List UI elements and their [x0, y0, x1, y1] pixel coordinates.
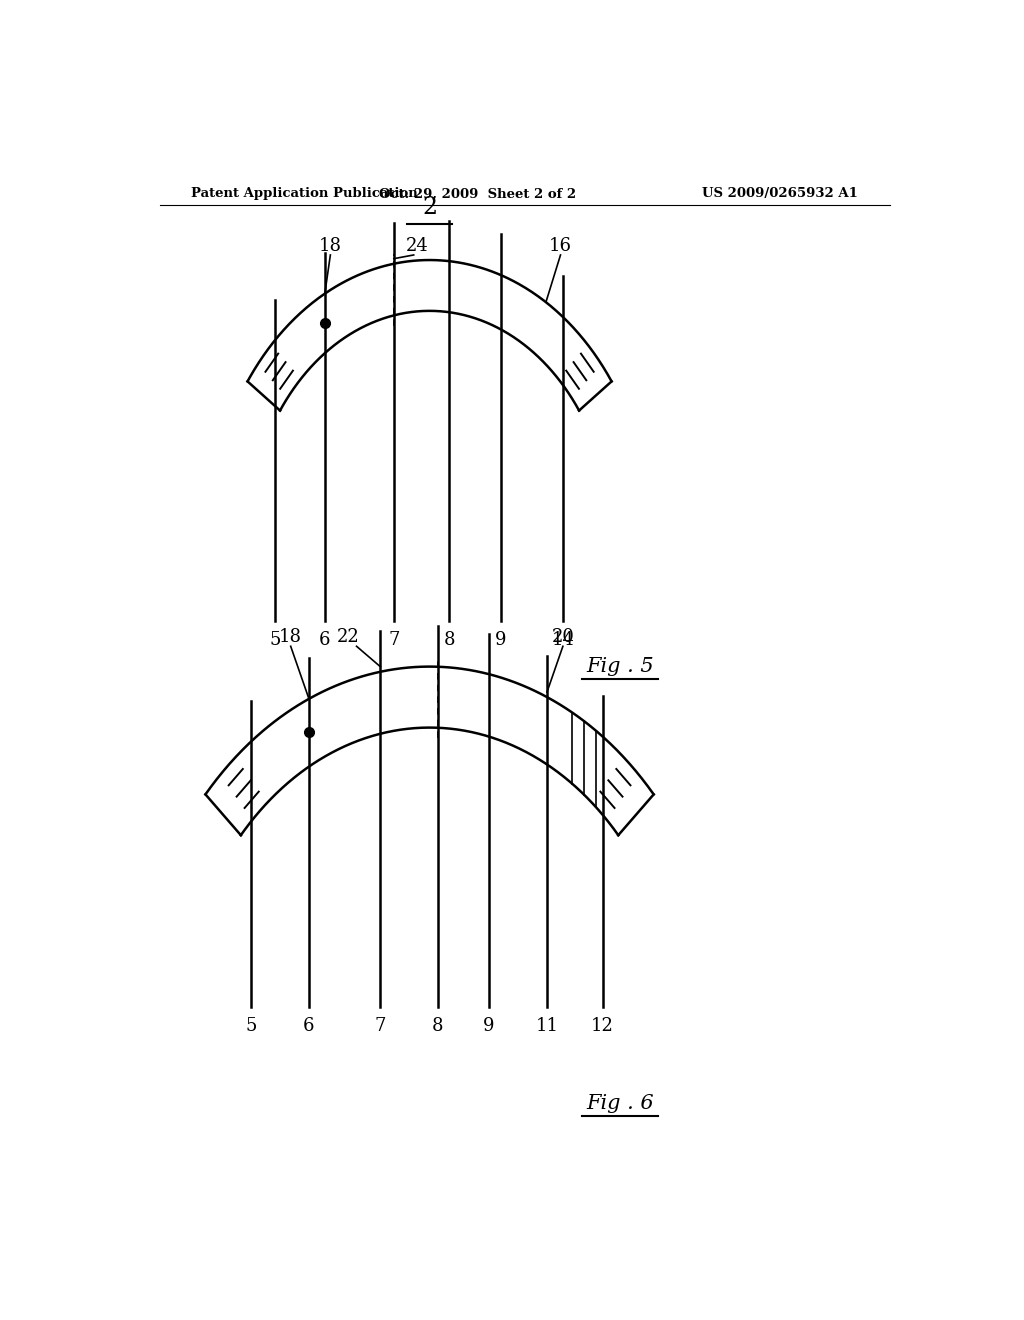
Text: 7: 7 — [375, 1018, 386, 1035]
Text: 18: 18 — [280, 628, 302, 647]
Text: 14: 14 — [552, 631, 574, 649]
Text: Fig . 6: Fig . 6 — [586, 1094, 654, 1113]
Text: US 2009/0265932 A1: US 2009/0265932 A1 — [702, 187, 858, 201]
Text: 12: 12 — [591, 1018, 614, 1035]
Text: 6: 6 — [319, 631, 331, 649]
Text: 24: 24 — [407, 238, 429, 255]
Text: 11: 11 — [536, 1018, 558, 1035]
Text: 18: 18 — [318, 238, 342, 255]
Text: Fig . 5: Fig . 5 — [586, 657, 654, 676]
Text: 20: 20 — [552, 628, 574, 647]
Text: 2: 2 — [422, 197, 437, 219]
Text: 16: 16 — [549, 238, 572, 255]
Text: 9: 9 — [483, 1018, 495, 1035]
Text: 8: 8 — [432, 1018, 443, 1035]
Text: 22: 22 — [337, 628, 360, 647]
Text: 8: 8 — [443, 631, 455, 649]
Text: 5: 5 — [269, 631, 281, 649]
Text: 9: 9 — [496, 631, 507, 649]
Text: 7: 7 — [388, 631, 399, 649]
Text: Patent Application Publication: Patent Application Publication — [191, 187, 418, 201]
Text: 6: 6 — [303, 1018, 314, 1035]
Text: 5: 5 — [246, 1018, 257, 1035]
Text: Oct. 29, 2009  Sheet 2 of 2: Oct. 29, 2009 Sheet 2 of 2 — [379, 187, 575, 201]
